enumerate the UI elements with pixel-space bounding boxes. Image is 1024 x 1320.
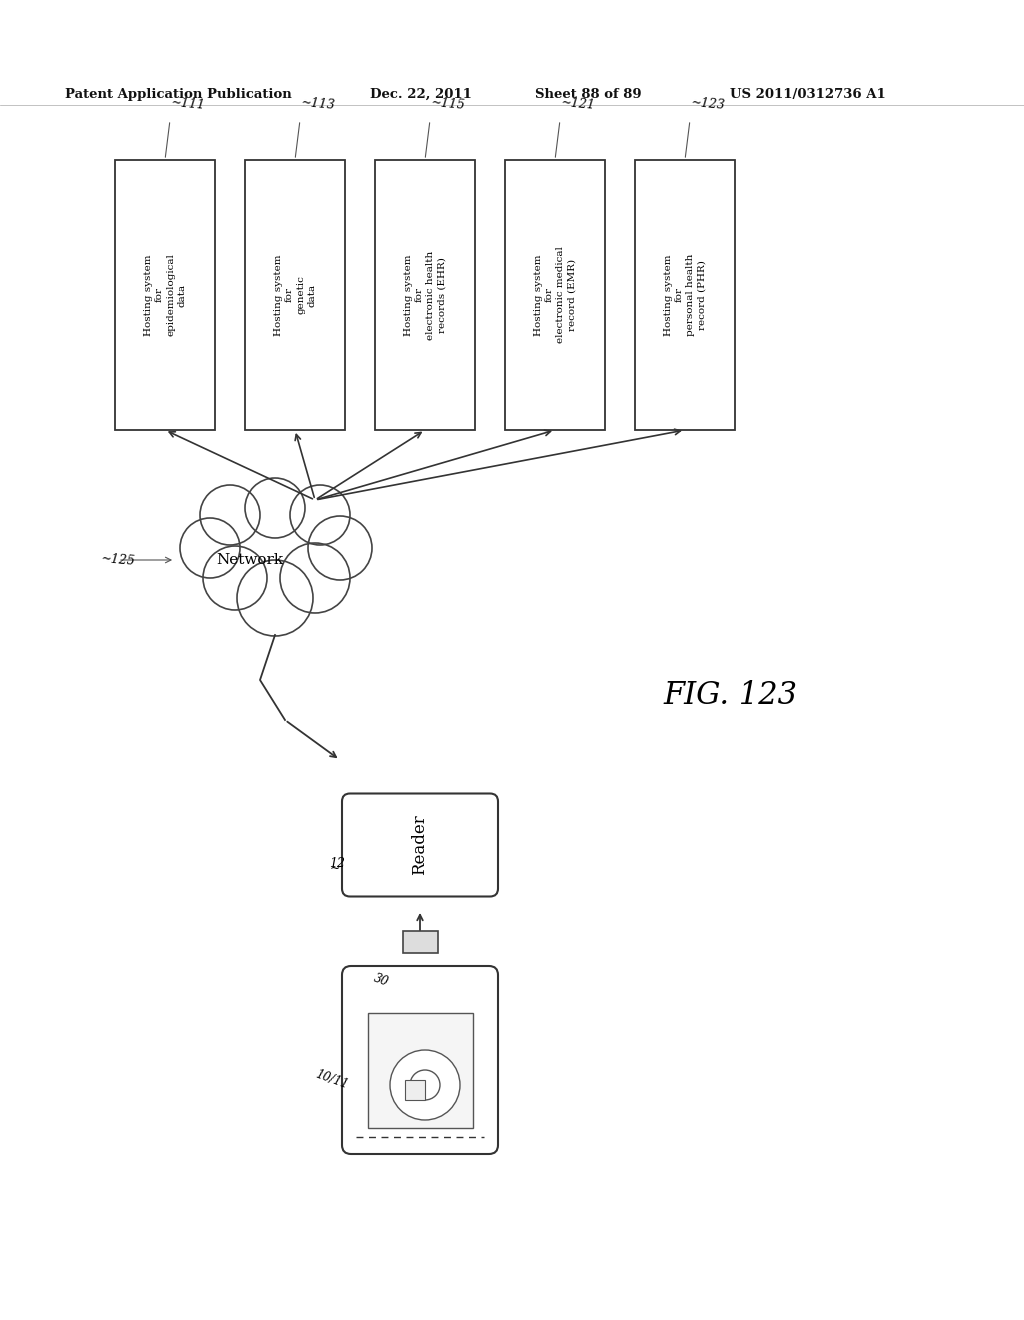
Bar (115, 160, 215, 430)
Text: Hosting system
for
electronic health
records (EHR): Hosting system for electronic health rec… (403, 251, 446, 339)
Circle shape (308, 516, 372, 579)
Circle shape (237, 560, 313, 636)
Text: Sheet 88 of 89: Sheet 88 of 89 (535, 88, 642, 102)
Text: Reader: Reader (412, 814, 428, 875)
Text: 30: 30 (372, 972, 390, 989)
FancyBboxPatch shape (342, 793, 498, 896)
Bar (245, 160, 345, 430)
Bar (635, 160, 735, 430)
Text: Hosting system
for
genetic
data: Hosting system for genetic data (273, 255, 316, 335)
Bar (368, 1012, 472, 1127)
Circle shape (245, 478, 305, 539)
Text: ∼113: ∼113 (300, 96, 336, 112)
Text: US 2011/0312736 A1: US 2011/0312736 A1 (730, 88, 886, 102)
Circle shape (410, 1071, 440, 1100)
Circle shape (280, 543, 350, 612)
Bar (402, 931, 437, 953)
Text: 12: 12 (329, 857, 345, 870)
Bar (505, 160, 605, 430)
Circle shape (180, 517, 240, 578)
Text: Network: Network (216, 553, 284, 568)
Circle shape (203, 546, 267, 610)
Circle shape (200, 484, 260, 545)
Text: ∼123: ∼123 (690, 96, 725, 112)
Text: 10/11: 10/11 (313, 1068, 350, 1092)
Text: ∼121: ∼121 (560, 96, 596, 112)
Circle shape (290, 484, 350, 545)
Text: ∼: ∼ (330, 862, 340, 875)
Circle shape (390, 1049, 460, 1119)
Text: Patent Application Publication: Patent Application Publication (65, 88, 292, 102)
Bar (375, 160, 475, 430)
FancyBboxPatch shape (342, 966, 498, 1154)
Text: Dec. 22, 2011: Dec. 22, 2011 (370, 88, 472, 102)
Text: ∼111: ∼111 (170, 96, 206, 112)
Bar (406, 1080, 425, 1100)
Text: ∼125: ∼125 (100, 552, 135, 568)
Text: Hosting system
for
epidemiological
data: Hosting system for epidemiological data (143, 253, 186, 337)
Text: ∼115: ∼115 (430, 96, 466, 112)
Text: Hosting system
for
electronic medical
record (EMR): Hosting system for electronic medical re… (534, 247, 577, 343)
Text: Hosting system
for
personal health
record (PHR): Hosting system for personal health recor… (664, 253, 707, 337)
Text: FIG. 123: FIG. 123 (663, 680, 797, 710)
